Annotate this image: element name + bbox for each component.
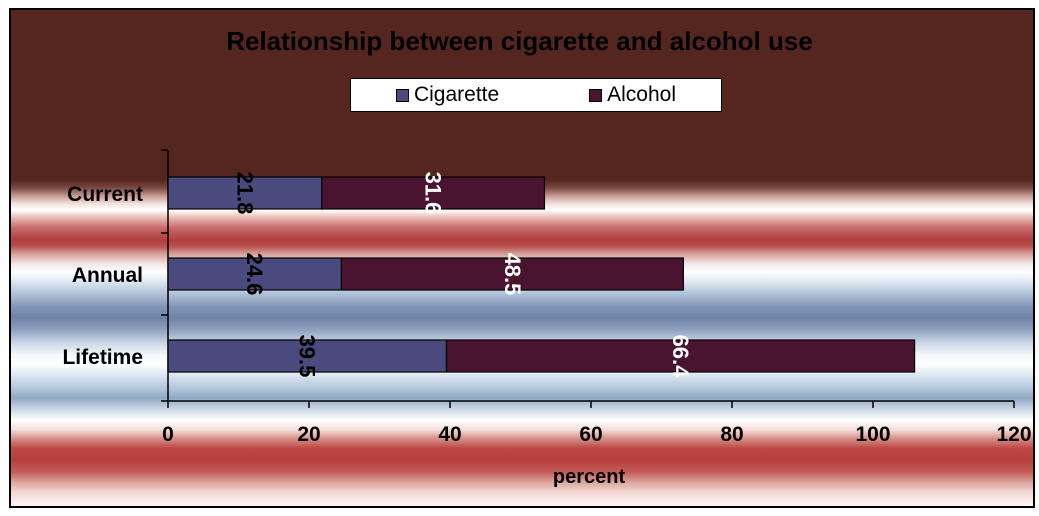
bar-segment	[321, 176, 546, 210]
bar-segment	[167, 257, 343, 291]
chart-title: Relationship between cigarette and alcoh…	[226, 26, 813, 56]
chart-legend: Cigarette Alcohol	[350, 78, 722, 112]
data-label: 24.6	[242, 253, 267, 296]
x-tick-label: 80	[720, 423, 743, 446]
x-tick-label: 60	[579, 423, 602, 446]
bar-segment	[445, 339, 916, 373]
data-label: 39.5	[295, 335, 320, 378]
bars	[167, 176, 916, 373]
x-tick-label: 0	[162, 423, 174, 446]
data-label: 66.4	[668, 335, 693, 379]
bar-segment	[340, 257, 684, 291]
x-tick-label: 20	[297, 423, 320, 446]
category-label: Annual	[72, 264, 143, 287]
bar-segment	[167, 339, 448, 373]
x-tick-label: 40	[438, 423, 461, 446]
category-label: Current	[67, 183, 143, 206]
category-label: Lifetime	[62, 346, 143, 369]
x-tick-label: 100	[855, 423, 890, 446]
data-label: 21.8	[232, 172, 257, 215]
data-label: 31.6	[421, 172, 446, 215]
legend-label-cigarette: Cigarette	[413, 83, 500, 106]
labels: 21.8 31.6 24.6 48.5 39.5 66.4	[232, 172, 693, 379]
data-label: 48.5	[500, 253, 525, 296]
legend-item-cigarette: Cigarette	[395, 83, 500, 107]
legend-swatch-cigarette	[395, 88, 409, 102]
legend-item-alcohol: Alcohol	[589, 83, 676, 107]
legend-label-alcohol: Alcohol	[607, 83, 677, 106]
x-axis-title: percent	[553, 466, 626, 488]
legend-swatch-alcohol	[589, 88, 603, 102]
x-tick-label: 120	[996, 423, 1031, 446]
